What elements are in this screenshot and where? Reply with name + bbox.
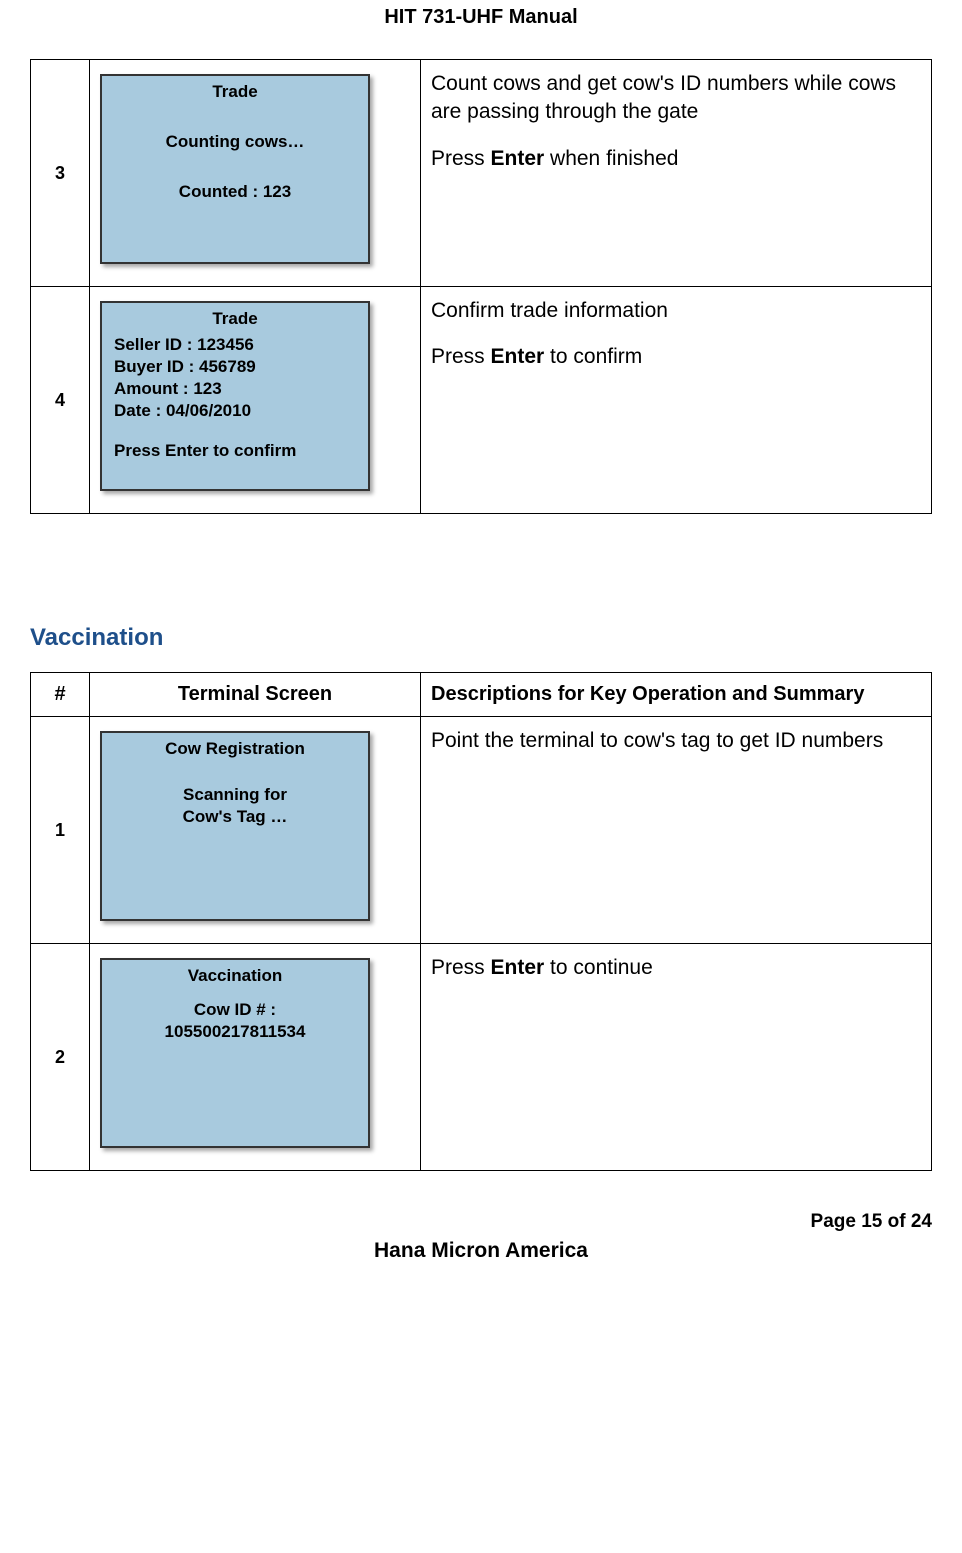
table-row: 3 Trade Counting cows… Counted : 123 Cou…: [31, 60, 932, 287]
vaccination-steps-table: # Terminal Screen Descriptions for Key O…: [30, 672, 932, 1171]
table-row: 1 Cow Registration Scanning for Cow's Ta…: [31, 717, 932, 944]
step-number: 1: [31, 717, 90, 944]
terminal-line: Seller ID : 123456: [114, 335, 356, 355]
terminal-title: Vaccination: [114, 966, 356, 986]
description-text: Count cows and get cow's ID numbers whil…: [431, 70, 921, 127]
terminal-title: Trade: [114, 309, 356, 329]
terminal-line: 105500217811534: [114, 1022, 356, 1042]
step-number: 2: [31, 944, 90, 1171]
terminal-line: Press Enter to confirm: [114, 441, 356, 461]
terminal-screen: Cow Registration Scanning for Cow's Tag …: [100, 731, 370, 921]
description-cell: Press Enter to continue: [421, 944, 932, 1171]
terminal-line: Counted : 123: [114, 182, 356, 202]
terminal-line: Cow's Tag …: [114, 807, 356, 827]
description-cell: Count cows and get cow's ID numbers whil…: [421, 60, 932, 287]
footer-organization: Hana Micron America: [30, 1239, 932, 1263]
description-cell: Confirm trade information Press Enter to…: [421, 287, 932, 514]
terminal-line: Counting cows…: [114, 132, 356, 152]
terminal-line: Buyer ID : 456789: [114, 357, 356, 377]
terminal-title: Trade: [114, 82, 356, 102]
trade-steps-table: 3 Trade Counting cows… Counted : 123 Cou…: [30, 59, 932, 514]
table-row: 4 Trade Seller ID : 123456 Buyer ID : 45…: [31, 287, 932, 514]
column-header: Terminal Screen: [90, 673, 421, 717]
column-header: Descriptions for Key Operation and Summa…: [421, 673, 932, 717]
terminal-line: Cow ID # :: [114, 1000, 356, 1020]
table-row: 2 Vaccination Cow ID # : 105500217811534…: [31, 944, 932, 1171]
description-text: Press Enter to continue: [431, 954, 921, 982]
terminal-line: Date : 04/06/2010: [114, 401, 356, 421]
terminal-screen-cell: Trade Seller ID : 123456 Buyer ID : 4567…: [90, 287, 421, 514]
terminal-line: Scanning for: [114, 785, 356, 805]
document-title: HIT 731-UHF Manual: [30, 0, 932, 59]
terminal-screen: Vaccination Cow ID # : 105500217811534: [100, 958, 370, 1148]
terminal-screen: Trade Counting cows… Counted : 123: [100, 74, 370, 264]
step-number: 4: [31, 287, 90, 514]
description-cell: Point the terminal to cow's tag to get I…: [421, 717, 932, 944]
terminal-screen: Trade Seller ID : 123456 Buyer ID : 4567…: [100, 301, 370, 491]
terminal-screen-cell: Vaccination Cow ID # : 105500217811534: [90, 944, 421, 1171]
table-header-row: # Terminal Screen Descriptions for Key O…: [31, 673, 932, 717]
description-text: Press Enter when finished: [431, 145, 921, 173]
terminal-line: Amount : 123: [114, 379, 356, 399]
column-header: #: [31, 673, 90, 717]
description-text: Point the terminal to cow's tag to get I…: [431, 727, 921, 755]
page-number: Page 15 of 24: [30, 1211, 932, 1233]
terminal-title: Cow Registration: [114, 739, 356, 759]
description-text: Press Enter to confirm: [431, 343, 921, 371]
terminal-screen-cell: Trade Counting cows… Counted : 123: [90, 60, 421, 287]
page-footer: Page 15 of 24 Hana Micron America: [0, 1191, 962, 1273]
terminal-screen-cell: Cow Registration Scanning for Cow's Tag …: [90, 717, 421, 944]
description-text: Confirm trade information: [431, 297, 921, 325]
section-heading: Vaccination: [30, 624, 932, 652]
step-number: 3: [31, 60, 90, 287]
